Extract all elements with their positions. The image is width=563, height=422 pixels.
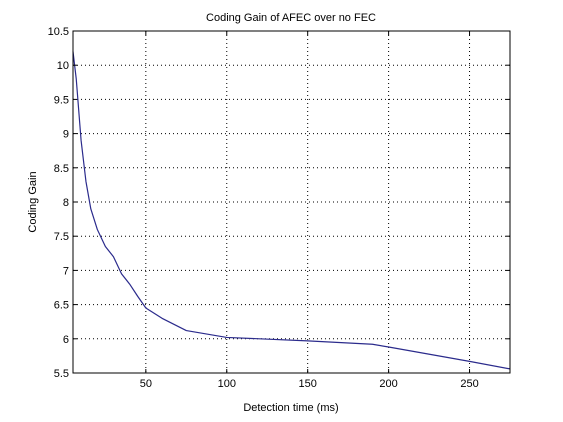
- y-tick-label: 7.5: [54, 231, 69, 243]
- y-tick-label: 10.5: [48, 26, 69, 38]
- plot-area: [73, 31, 510, 373]
- y-tick-label: 10: [57, 60, 69, 72]
- y-tick-label: 5.5: [54, 368, 69, 380]
- x-tick-label: 50: [140, 378, 152, 390]
- series-line: [72, 51, 511, 370]
- y-tick-label: 6.5: [54, 300, 69, 312]
- x-tick-label: 250: [460, 378, 478, 390]
- x-tick-label: 150: [299, 378, 317, 390]
- series-layer: [72, 51, 511, 370]
- x-axis-label: Detection time (ms): [243, 402, 338, 414]
- y-tick-label: 6: [63, 334, 69, 346]
- y-tick-label: 9.5: [54, 94, 69, 106]
- tick-labels: 50 100 150 200 250 5.5 6 6.5 7 7.5 8 8.5 9 9.5 10 10.5: [48, 26, 479, 390]
- x-tick-label: 100: [218, 378, 236, 390]
- y-tick-label: 8: [63, 197, 69, 209]
- grid: [73, 31, 510, 373]
- x-tick-label: 200: [379, 378, 397, 390]
- y-axis-label: Coding Gain: [27, 171, 39, 232]
- ticks: [73, 30, 510, 374]
- y-tick-label: 7: [63, 265, 69, 277]
- chart-title: Coding Gain of AFEC over no FEC: [206, 12, 376, 24]
- y-tick-label: 9: [63, 129, 69, 141]
- y-tick-label: 8.5: [54, 163, 69, 175]
